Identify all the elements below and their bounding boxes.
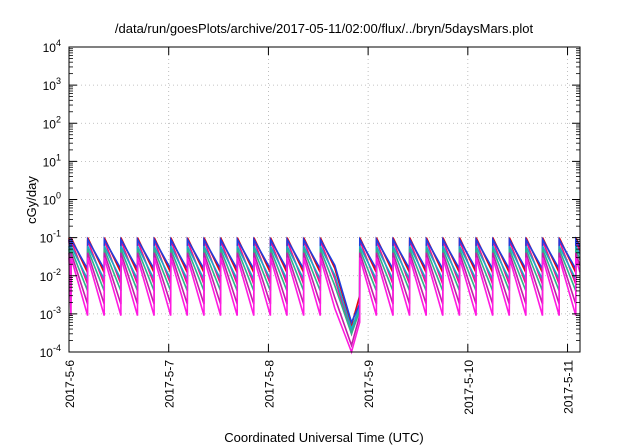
chart-title: /data/run/goesPlots/archive/2017-05-11/0… <box>115 21 534 36</box>
y-tick-label: 10-1 <box>40 229 61 246</box>
y-tick-label: 10-2 <box>40 267 61 284</box>
y-tick-labels: 10-4 10-3 10-2 10-1 100 101 102 103 104 <box>40 38 61 360</box>
x-tick-labels: 2017-5-6 2017-5-7 2017-5-8 2017-5-9 2017-5-1… <box>63 360 576 415</box>
series-group <box>68 236 581 355</box>
x-tick-label: 2017-5-10 <box>462 360 476 415</box>
y-tick-label: 100 <box>43 191 61 208</box>
y-tick-label: 103 <box>43 76 61 93</box>
y-tick-label: 102 <box>43 114 61 131</box>
y-tick-label: 10-4 <box>40 343 61 360</box>
series-line-7 <box>68 257 581 355</box>
ticks <box>68 46 580 353</box>
x-tick-label: 2017-5-11 <box>562 360 576 414</box>
grid <box>68 46 580 353</box>
x-tick-label: 2017-5-6 <box>63 360 77 408</box>
y-tick-label: 10-3 <box>40 305 61 322</box>
y-tick-label: 104 <box>43 38 61 55</box>
x-tick-label: 2017-5-8 <box>262 360 276 408</box>
x-tick-label: 2017-5-7 <box>163 360 177 408</box>
x-tick-label: 2017-5-9 <box>362 360 376 408</box>
x-axis-title: Coordinated Universal Time (UTC) <box>224 430 423 445</box>
y-axis-title: cGy/day <box>24 176 39 224</box>
y-tick-label: 101 <box>43 152 61 169</box>
